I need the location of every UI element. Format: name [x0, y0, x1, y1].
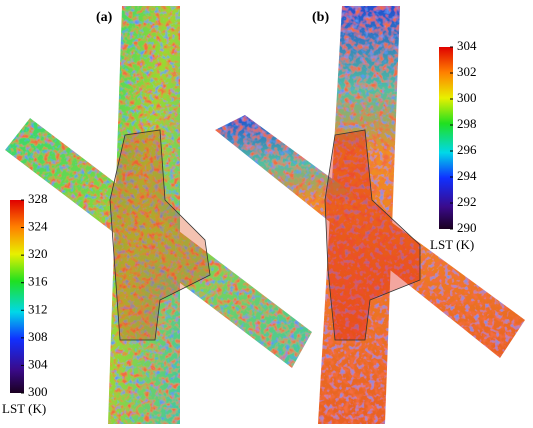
- tick-label: 290: [457, 220, 477, 235]
- tick-label: 304: [28, 356, 48, 371]
- tick-label: 328: [28, 191, 48, 206]
- map-a: [5, 6, 312, 424]
- colorbar: [10, 200, 24, 393]
- tick-label: 320: [28, 246, 48, 261]
- tick-label: 292: [457, 194, 477, 209]
- tick-label: 312: [28, 301, 48, 316]
- colorbar-title: LST (K): [430, 237, 474, 252]
- colorbar-title: LST (K): [2, 401, 46, 416]
- panel-label: (a): [96, 10, 113, 25]
- tick-label: 296: [457, 142, 477, 157]
- tick-label: 300: [457, 90, 477, 105]
- tick-label: 304: [457, 38, 477, 53]
- tick-label: 298: [457, 116, 477, 131]
- tick-label: 324: [28, 219, 48, 234]
- tick-label: 300: [28, 384, 48, 399]
- map-b: [215, 6, 525, 424]
- tick-label: 308: [28, 329, 48, 344]
- tick-label: 294: [457, 168, 477, 183]
- panel-label: (b): [312, 10, 329, 25]
- colorbar: [439, 47, 453, 229]
- tick-label: 316: [28, 274, 48, 289]
- tick-label: 302: [457, 64, 477, 79]
